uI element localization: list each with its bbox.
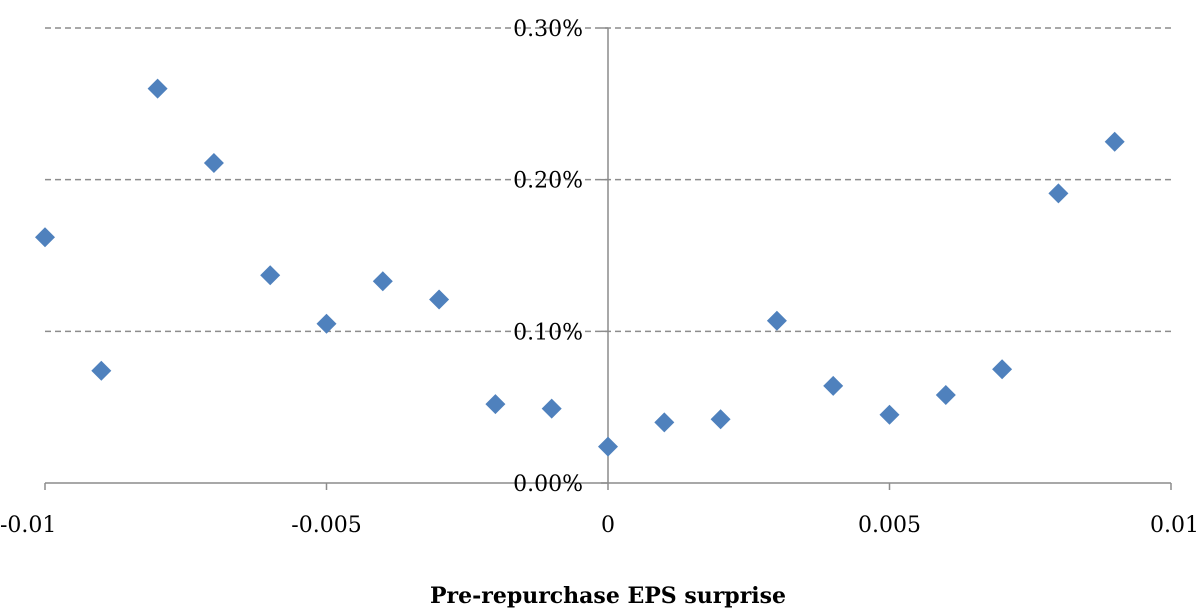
y-tick-label-3: 0.30% [513, 17, 583, 42]
data-point-12 [710, 409, 731, 430]
y-tick-label-2: 0.20% [513, 169, 583, 194]
axes [44, 27, 1172, 490]
y-tick-labels: 0.00% 0.10% 0.20% 0.30% [513, 17, 583, 497]
data-point-17 [992, 359, 1013, 380]
x-tick-label-2: 0 [601, 513, 615, 538]
x-tick-label-1: -0.005 [291, 513, 361, 538]
data-point-0 [35, 227, 55, 248]
data-point-14 [823, 375, 844, 396]
data-point-8 [485, 394, 506, 415]
x-axis-title: Pre-repurchase EPS surprise [430, 583, 786, 609]
data-point-4 [260, 265, 281, 286]
data-point-16 [935, 385, 956, 406]
y-tick-label-1: 0.10% [513, 320, 583, 345]
data-point-10 [598, 436, 618, 457]
data-point-1 [91, 360, 112, 381]
data-point-3 [203, 152, 224, 173]
x-tick-label-3: 0.005 [858, 513, 921, 538]
data-point-18 [1048, 183, 1069, 204]
data-point-19 [1104, 131, 1125, 152]
data-point-13 [766, 310, 787, 331]
data-point-6 [372, 271, 393, 292]
data-point-7 [429, 289, 450, 310]
data-point-15 [879, 404, 900, 425]
data-points [35, 78, 1125, 457]
data-point-11 [654, 412, 675, 433]
x-tick-label-4: 0.01 [1150, 513, 1199, 538]
data-point-2 [147, 78, 168, 99]
y-tick-label-0: 0.00% [513, 472, 583, 497]
x-tick-labels: -0.01 -0.005 0 0.005 0.01 [0, 513, 1199, 538]
data-point-5 [316, 313, 337, 334]
data-point-9 [541, 398, 562, 419]
x-tick-label-0: -0.01 [0, 513, 56, 538]
